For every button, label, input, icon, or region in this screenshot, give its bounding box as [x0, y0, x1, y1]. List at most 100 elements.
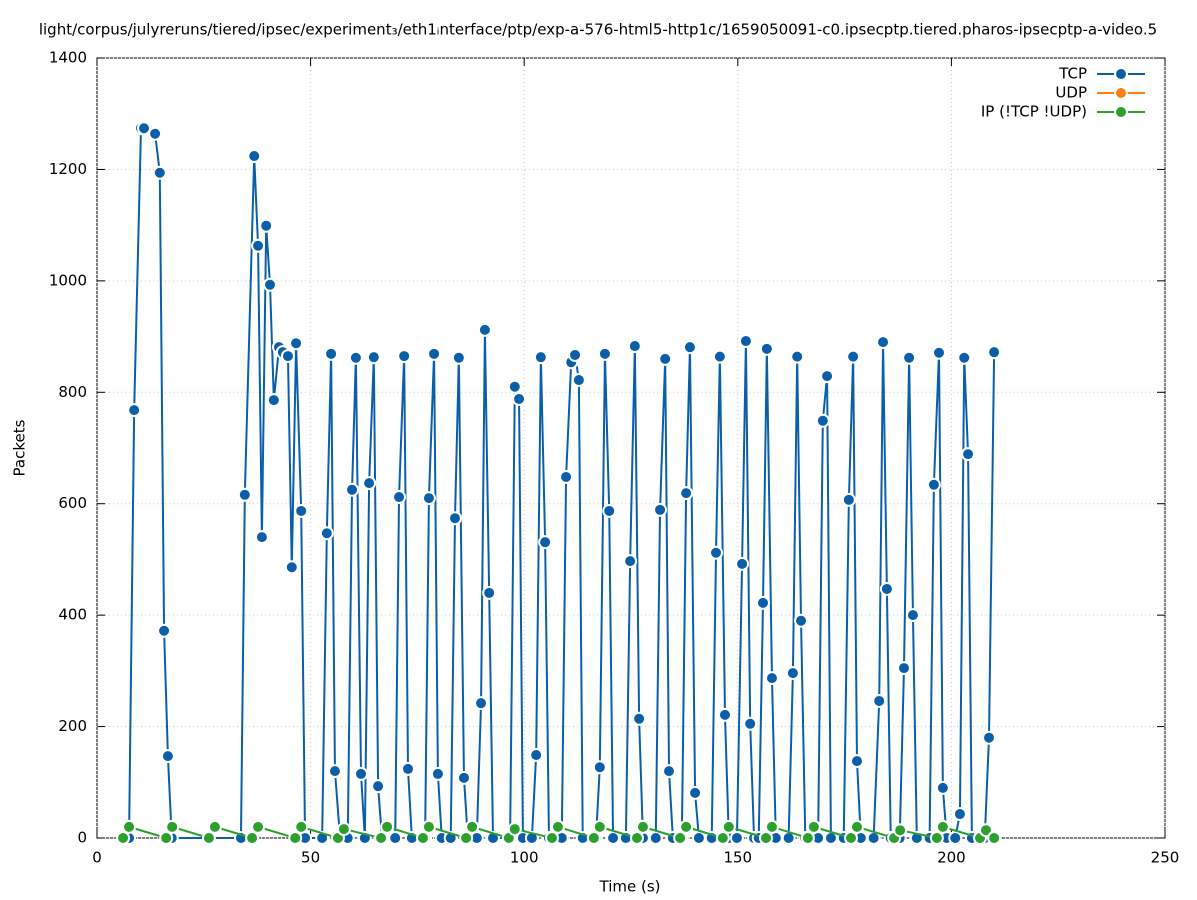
data-point [785, 666, 800, 681]
data-point [371, 779, 386, 794]
data-point [849, 754, 864, 769]
data-point [451, 350, 466, 365]
data-point [896, 661, 911, 676]
data-point [319, 526, 334, 541]
data-point [251, 819, 266, 834]
data-point [841, 492, 856, 507]
data-point [629, 831, 644, 845]
data-point [136, 121, 151, 136]
data-point [635, 819, 650, 834]
data-point [987, 831, 1002, 845]
data-point [679, 486, 694, 501]
data-point [324, 346, 339, 361]
data-point [152, 165, 167, 180]
data-point [259, 218, 274, 233]
data-point [764, 819, 779, 834]
data-point [263, 277, 278, 292]
data-point [688, 785, 703, 800]
data-point [979, 823, 994, 838]
data-point [366, 350, 381, 365]
data-point [632, 711, 647, 726]
x-tick-label: 150 [723, 849, 752, 867]
data-point [879, 581, 894, 596]
data-point [759, 341, 774, 356]
data-point [592, 760, 607, 775]
data-point [806, 819, 821, 834]
data-point [507, 822, 522, 837]
y-tick-label: 200 [58, 717, 87, 735]
data-point [421, 491, 436, 506]
data-point [586, 831, 601, 845]
data-point [529, 747, 544, 762]
data-point [266, 393, 281, 408]
data-point [800, 831, 815, 845]
data-point [380, 819, 395, 834]
data-point [533, 350, 548, 365]
data-point [247, 149, 262, 164]
data-point [987, 345, 1002, 360]
y-tick-label: 1400 [49, 49, 87, 67]
data-point [790, 349, 805, 364]
data-point [893, 823, 908, 838]
legend-marker [1114, 86, 1128, 100]
data-point [932, 345, 947, 360]
data-point [844, 831, 859, 845]
data-point [294, 819, 309, 834]
x-tick-label: 200 [937, 849, 966, 867]
data-point [905, 608, 920, 623]
data-point [926, 477, 941, 492]
data-point [571, 373, 586, 388]
series-line [128, 127, 996, 839]
data-point [427, 346, 442, 361]
data-point [658, 351, 673, 366]
data-point [691, 831, 706, 845]
data-point [482, 585, 497, 600]
data-point [679, 819, 694, 834]
data-point [712, 349, 727, 364]
data-point [682, 340, 697, 355]
data-point [207, 819, 222, 834]
data-point [459, 831, 474, 845]
y-tick-label: 600 [58, 494, 87, 512]
data-point [623, 554, 638, 569]
data-point [392, 490, 407, 505]
data-point [397, 349, 412, 364]
data-point [201, 831, 216, 845]
data-point [597, 346, 612, 361]
data-point [421, 819, 436, 834]
data-point [764, 671, 779, 686]
data-point [477, 322, 492, 337]
data-point [157, 623, 172, 638]
data-point [159, 831, 174, 845]
data-point [721, 819, 736, 834]
data-point [559, 469, 574, 484]
data-point [327, 764, 342, 779]
x-tick-label: 50 [301, 849, 320, 867]
data-point [374, 831, 389, 845]
data-point [673, 831, 688, 845]
data-point [465, 819, 480, 834]
x-tick-label: 250 [1151, 849, 1180, 867]
data-point [929, 831, 944, 845]
data-point [820, 369, 835, 384]
data-point [592, 819, 607, 834]
legend-label: TCP [1058, 65, 1087, 83]
data-point [127, 403, 142, 418]
data-point [961, 447, 976, 462]
data-point [237, 487, 252, 502]
data-point [876, 335, 891, 350]
data-point [430, 766, 445, 781]
data-point [348, 350, 363, 365]
y-tick-label: 400 [58, 606, 87, 624]
data-point [849, 819, 864, 834]
data-point [846, 349, 861, 364]
data-point [524, 831, 539, 845]
x-axis-title: Time (s) [599, 878, 661, 896]
legend-label: IP (!TCP !UDP) [981, 103, 1087, 121]
data-point [345, 482, 360, 497]
data-point [902, 350, 917, 365]
data-point [148, 126, 163, 141]
data-point [872, 693, 887, 708]
data-point [648, 831, 663, 845]
